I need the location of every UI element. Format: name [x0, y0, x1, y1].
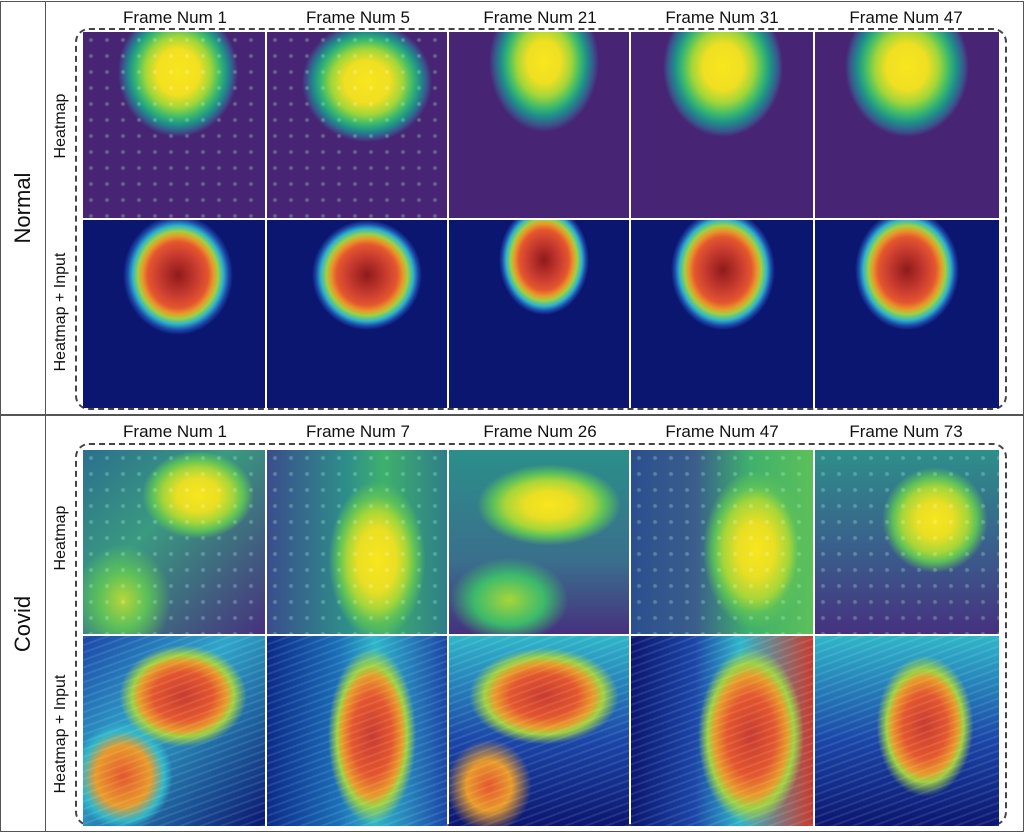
covid-frame-header-4: Frame Num 47 [665, 422, 779, 441]
covid-section-label: Covid [10, 595, 35, 652]
normal-overlay-frame-3 [449, 220, 629, 408]
normal-frame-header-5: Frame Num 47 [849, 8, 963, 27]
covid-heatmap-frame-1 [83, 450, 265, 634]
covid-overlay-frame-5 [815, 636, 999, 826]
covid-overlay-frame-4 [631, 636, 813, 826]
normal-panel-frame [75, 28, 1007, 410]
normal-section: Normal Frame Num 1 Frame Num 5 Frame Num… [0, 1, 1024, 415]
normal-side-column: Normal [1, 2, 46, 414]
covid-overlay-row-label: Heatmap + Input [52, 674, 69, 794]
covid-overlay-frame-3 [449, 636, 629, 826]
covid-heatmap-frame-2 [267, 450, 447, 634]
covid-heatmap-frame-3 [449, 450, 629, 634]
normal-overlay-row-label: Heatmap + Input [52, 252, 69, 372]
normal-section-label: Normal [10, 172, 35, 244]
normal-heatmap-frame-2 [267, 32, 447, 218]
covid-overlay-frame-1 [83, 636, 265, 826]
covid-frame-header-3: Frame Num 26 [483, 422, 597, 441]
covid-heatmap-frame-5 [815, 450, 999, 634]
normal-heatmap-frame-4 [631, 32, 813, 218]
covid-heatmap-row-label: Heatmap [52, 505, 69, 571]
normal-heatmap-frame-5 [815, 32, 999, 218]
normal-frame-header-2: Frame Num 5 [306, 8, 410, 27]
normal-overlay-frame-1 [83, 220, 265, 408]
covid-frame-header-5: Frame Num 73 [849, 422, 963, 441]
covid-side-column: Covid [1, 416, 46, 831]
covid-heatmap-frame-4 [631, 450, 813, 634]
normal-overlay-frame-2 [267, 220, 447, 408]
normal-overlay-frame-4 [631, 220, 813, 408]
covid-frame-header-1: Frame Num 1 [123, 422, 227, 441]
normal-heatmap-frame-3 [449, 32, 629, 218]
covid-section: Covid Frame Num 1 Frame Num 7 Frame Num … [0, 415, 1024, 832]
normal-frame-header-4: Frame Num 31 [665, 8, 779, 27]
normal-frame-header-3: Frame Num 21 [483, 8, 597, 27]
normal-heatmap-frame-1 [83, 32, 265, 218]
covid-frame-header-2: Frame Num 7 [306, 422, 410, 441]
normal-overlay-frame-5 [815, 220, 999, 408]
normal-frame-header-1: Frame Num 1 [123, 8, 227, 27]
covid-overlay-frame-2 [267, 636, 447, 826]
normal-heatmap-row-label: Heatmap [52, 93, 69, 159]
